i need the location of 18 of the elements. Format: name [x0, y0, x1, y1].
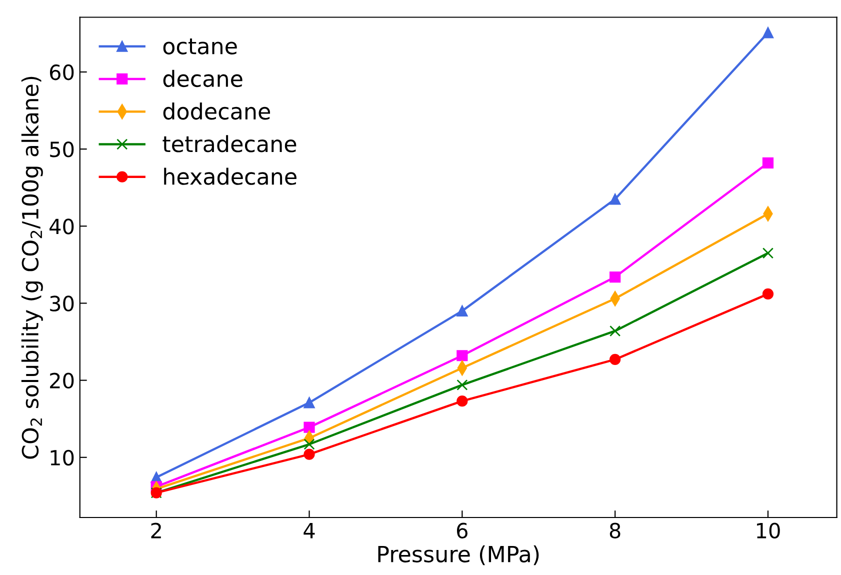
- x-tick-label: 6: [456, 522, 468, 538]
- x-axis-title: Pressure (MPa): [378, 545, 539, 566]
- y-tick-label: 10: [50, 450, 74, 466]
- legend-label: tetradecane: [162, 135, 296, 152]
- legend-label: octane: [163, 38, 237, 54]
- y-tick-label: 20: [50, 372, 74, 389]
- x-tick-label: 2: [151, 522, 161, 538]
- y-tick-label: 30: [50, 296, 74, 312]
- legend-label: dodecane: [163, 102, 270, 120]
- y-tick-label: 40: [50, 218, 74, 234]
- y-axis-title: CO$_{2}$ solubility (g CO$_{2}$/100g alkane): [21, 76, 43, 459]
- x-tick-label: 10: [757, 522, 780, 538]
- x-tick-label: 4: [304, 523, 315, 538]
- legend-label: decane: [163, 70, 242, 88]
- y-tick-label: 60: [50, 64, 74, 80]
- x-tick-label: 8: [610, 522, 620, 538]
- legend-label: hexadecane: [164, 168, 296, 185]
- y-tick-label: 50: [50, 142, 74, 158]
